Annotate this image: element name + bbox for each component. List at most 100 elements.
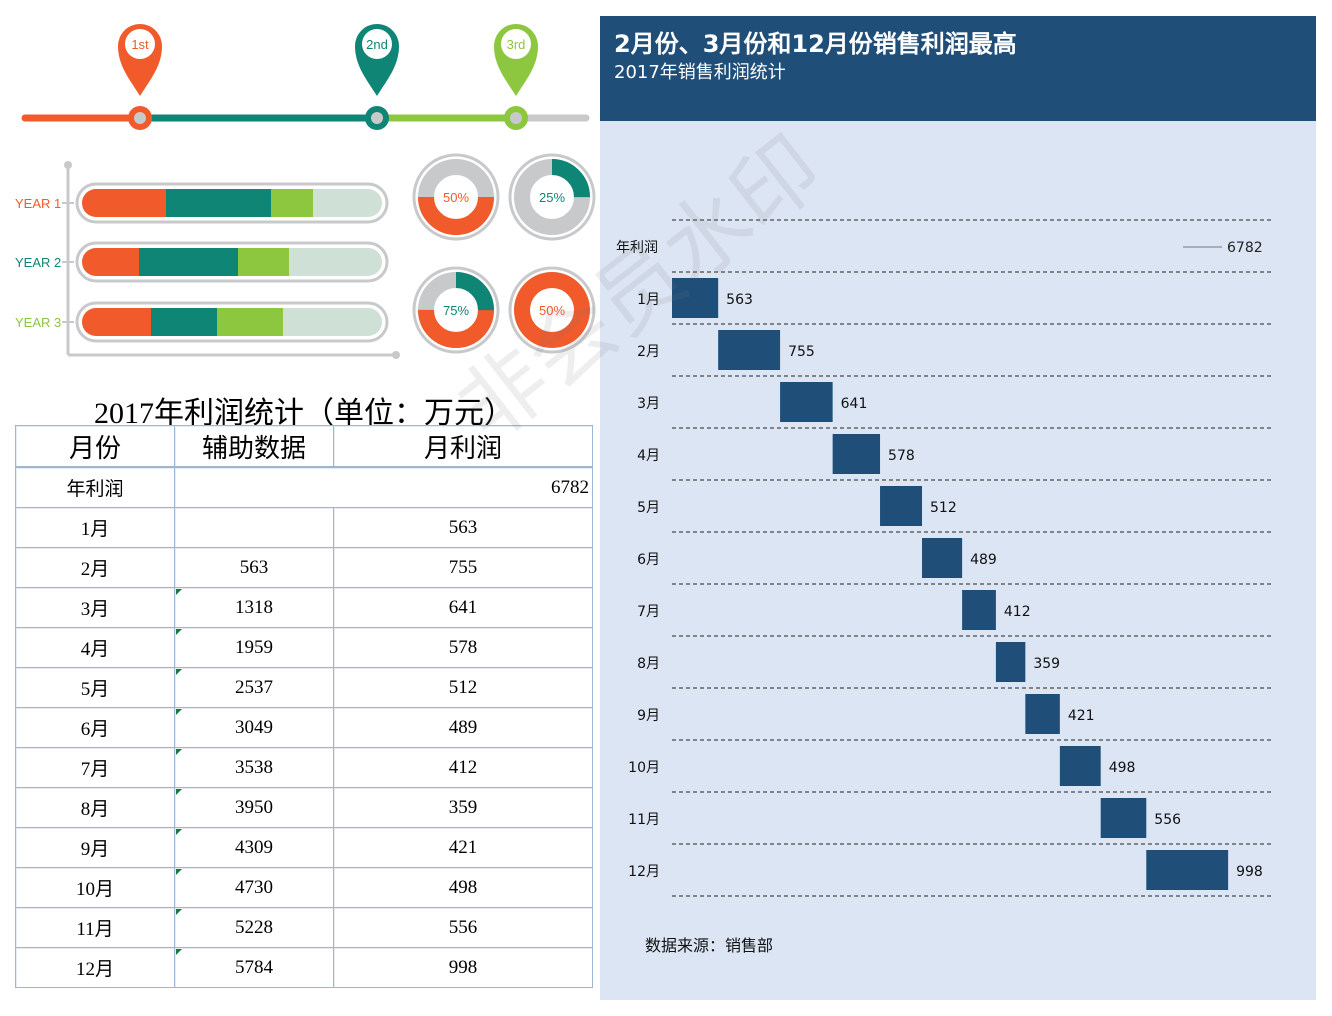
month-cell: 2月 <box>15 547 174 587</box>
aux-cell: 2537 <box>174 667 333 707</box>
timeline-pin: 2nd <box>355 24 399 96</box>
category-label: 7月 <box>637 604 660 620</box>
waterfall-bar <box>1025 694 1060 734</box>
month-cell: 3月 <box>15 587 174 627</box>
progress-segment <box>82 248 139 276</box>
month-cell: 9月 <box>15 827 174 867</box>
data-label: 359 <box>1033 656 1060 672</box>
table-row: 11月 5228 556 <box>15 907 593 947</box>
aux-cell: 4730 <box>174 867 333 907</box>
timeline-pin: 1st <box>118 24 162 96</box>
month-cell: 5月 <box>15 667 174 707</box>
table-row: 5月 2537 512 <box>15 667 593 707</box>
progress-segment <box>82 308 151 336</box>
aux-cell: 1318 <box>174 587 333 627</box>
table-row: 9月 4309 421 <box>15 827 593 867</box>
data-label: 998 <box>1236 864 1263 880</box>
month-cell: 10月 <box>15 867 174 907</box>
table-row: 10月 4730 498 <box>15 867 593 907</box>
aux-cell: 563 <box>174 547 333 587</box>
percent-donut: 50% <box>412 153 500 241</box>
progress-segment <box>151 308 217 336</box>
donut-label: 50% <box>539 303 565 318</box>
profit-cell: 421 <box>333 827 593 867</box>
percent-donut: 75% <box>412 266 500 354</box>
timeline-pin: 3rd <box>494 24 538 96</box>
month-cell: 7月 <box>15 747 174 787</box>
pin-label: 2nd <box>366 37 388 52</box>
table-row: 8月 3950 359 <box>15 787 593 827</box>
profit-cell: 359 <box>333 787 593 827</box>
waterfall-chart: 年利润 6782 1月 563 2月 755 3月 641 4月 578 5月 512 6月 489 7月 4… <box>616 219 1272 897</box>
profit-cell: 489 <box>333 707 593 747</box>
table-row: 7月 3538 412 <box>15 747 593 787</box>
profit-cell: 498 <box>333 867 593 907</box>
progress-segment <box>166 189 271 217</box>
header-profit: 月利润 <box>333 425 593 467</box>
month-cell: 4月 <box>15 627 174 667</box>
waterfall-bar <box>922 538 963 578</box>
profit-cell: 641 <box>333 587 593 627</box>
data-label: 498 <box>1109 760 1136 776</box>
aux-cell: 5228 <box>174 907 333 947</box>
year-label: YEAR 2 <box>15 255 61 270</box>
waterfall-bar <box>780 382 833 422</box>
data-label: 412 <box>1004 604 1031 620</box>
month-cell: 11月 <box>15 907 174 947</box>
data-label: 6782 <box>1227 240 1263 256</box>
infographic-graphic: 1st 2nd 3rd YEAR 1 YEAR 2 YEAR 3 50% 25% 75% 50% <box>15 24 596 359</box>
table-row: 6月 3049 489 <box>15 707 593 747</box>
percent-donut: 25% <box>508 153 596 241</box>
waterfall-bar <box>672 278 719 318</box>
profit-cell: 998 <box>333 947 593 988</box>
waterfall-bar <box>995 642 1026 682</box>
category-label: 4月 <box>637 448 660 464</box>
chart-subtitle: 2017年销售利润统计 <box>614 62 786 83</box>
year-progress-bar <box>75 182 389 224</box>
table-row: 3月 1318 641 <box>15 587 593 627</box>
pin-label: 1st <box>131 37 149 52</box>
category-label: 5月 <box>637 500 660 516</box>
profit-cell: 412 <box>333 747 593 787</box>
table-row: 2月 563 755 <box>15 547 593 587</box>
header-aux: 辅助数据 <box>174 425 333 467</box>
aux-cell: 5784 <box>174 947 333 988</box>
category-label: 11月 <box>628 812 660 828</box>
aux-cell <box>174 507 333 547</box>
pin-label: 3rd <box>507 37 526 52</box>
table-row: 12月 5784 998 <box>15 947 593 988</box>
donut-label: 50% <box>443 190 469 205</box>
progress-segment <box>238 248 289 276</box>
category-label: 1月 <box>637 292 660 308</box>
progress-segment <box>217 308 283 336</box>
waterfall-bar <box>1146 850 1229 890</box>
total-value: 6782 <box>174 467 593 507</box>
data-label: 421 <box>1068 708 1095 724</box>
table-header-row: 月份 辅助数据 月利润 <box>15 425 593 467</box>
waterfall-bar <box>832 434 881 474</box>
profit-cell: 755 <box>333 547 593 587</box>
chart-panel: 2月份、3月份和12月份销售利润最高 2017年销售利润统计 年利润 6782 1月… <box>600 16 1316 1000</box>
progress-segment <box>271 189 313 217</box>
profit-cell: 578 <box>333 627 593 667</box>
progress-segment <box>82 189 166 217</box>
profit-cell: 556 <box>333 907 593 947</box>
chart-source: 数据来源：销售部 <box>645 936 774 955</box>
category-label: 8月 <box>637 656 660 672</box>
aux-cell: 3950 <box>174 787 333 827</box>
table-total-row: 年利润 6782 <box>15 467 593 507</box>
month-cell: 12月 <box>15 947 174 988</box>
waterfall-bar <box>962 590 996 630</box>
table-row: 4月 1959 578 <box>15 627 593 667</box>
aux-cell: 3049 <box>174 707 333 747</box>
category-label: 2月 <box>637 344 660 360</box>
data-label: 512 <box>930 500 957 516</box>
year-progress-bar <box>75 301 389 343</box>
category-label: 12月 <box>628 864 660 880</box>
data-label: 489 <box>970 552 997 568</box>
profit-cell: 563 <box>333 507 593 547</box>
category-label: 10月 <box>628 760 660 776</box>
donut-label: 25% <box>539 190 565 205</box>
month-cell: 1月 <box>15 507 174 547</box>
year-label: YEAR 1 <box>15 196 61 211</box>
